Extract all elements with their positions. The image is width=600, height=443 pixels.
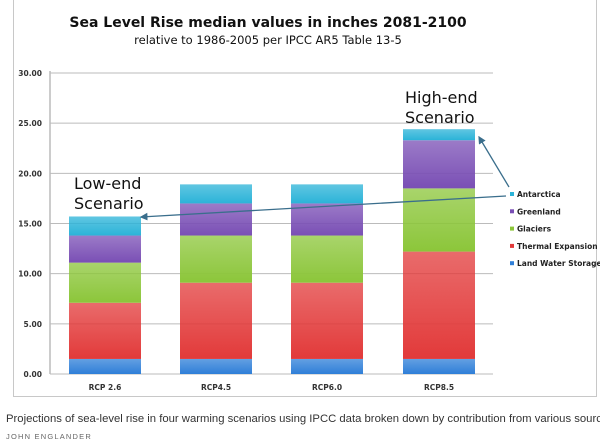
- legend-label: Glaciers: [517, 225, 552, 234]
- legend-swatch: [510, 192, 514, 196]
- bar-segment-thermal-expansion: [180, 282, 252, 359]
- legend-label: Land Water Storage: [517, 259, 600, 268]
- legend-item: Thermal Expansion: [510, 242, 598, 251]
- y-tick-label: 5.00: [23, 320, 42, 329]
- legend-item: Land Water Storage: [510, 259, 600, 268]
- legend-swatch: [510, 243, 514, 248]
- bar-segment-greenland: [69, 235, 141, 263]
- legend-item: Greenland: [510, 207, 561, 216]
- legend-item: Glaciers: [510, 225, 552, 234]
- bar-segment-land-water-storage: [291, 358, 363, 374]
- bar-segment-greenland: [291, 203, 363, 236]
- y-tick-label: 30.00: [18, 69, 42, 78]
- annotation-label: Scenario: [74, 194, 144, 213]
- y-tick-label: 10.00: [18, 270, 42, 279]
- bar-segment-land-water-storage: [180, 358, 252, 374]
- bar-segment-antarctica: [69, 216, 141, 236]
- figure-caption: Projections of sea-level rise in four wa…: [6, 413, 600, 425]
- bar-segment-glaciers: [291, 235, 363, 283]
- bar-segment-land-water-storage: [403, 358, 475, 374]
- bar-segment-antarctica: [180, 184, 252, 204]
- y-tick-label: 25.00: [18, 119, 42, 128]
- legend-swatch: [510, 261, 514, 266]
- legend-swatch: [510, 226, 514, 231]
- x-category-label: RCP4.5: [201, 383, 231, 392]
- photo-credit: JOHN ENGLANDER: [6, 432, 92, 441]
- y-tick-label: 15.00: [18, 220, 42, 229]
- y-tick-label: 0.00: [23, 370, 42, 379]
- bar-segment-glaciers: [69, 262, 141, 303]
- x-category-label: RCP8.5: [424, 383, 454, 392]
- x-category-label: RCP 2.6: [89, 383, 122, 392]
- legend-label: Greenland: [517, 207, 561, 216]
- chart-subtitle: relative to 1986-2005 per IPCC AR5 Table…: [134, 33, 402, 47]
- chart-title: Sea Level Rise median values in inches 2…: [69, 15, 466, 31]
- legend-swatch: [510, 209, 514, 214]
- bar-segment-thermal-expansion: [403, 251, 475, 359]
- bar-segment-land-water-storage: [69, 358, 141, 374]
- annotation-label: Scenario: [405, 108, 475, 127]
- stacked-bar-chart: Sea Level Rise median values in inches 2…: [18, 15, 600, 392]
- bar-segment-thermal-expansion: [69, 302, 141, 359]
- legend-label: Thermal Expansion: [517, 242, 598, 251]
- bar-segment-greenland: [180, 203, 252, 236]
- bar-segment-antarctica: [403, 129, 475, 141]
- legend-label: Antarctica: [517, 190, 561, 199]
- annotation-label: Low-end: [74, 174, 141, 193]
- bar-segment-greenland: [403, 140, 475, 189]
- bar-segment-antarctica: [291, 184, 363, 204]
- x-category-label: RCP6.0: [312, 383, 342, 392]
- annotation-arrow: [139, 195, 507, 221]
- legend-item: Antarctica: [510, 190, 561, 199]
- annotation-arrow: [478, 135, 510, 188]
- y-tick-label: 20.00: [18, 169, 42, 178]
- annotation-label: High-end: [405, 88, 478, 107]
- bar-segment-glaciers: [180, 235, 252, 283]
- bar-segment-thermal-expansion: [291, 282, 363, 359]
